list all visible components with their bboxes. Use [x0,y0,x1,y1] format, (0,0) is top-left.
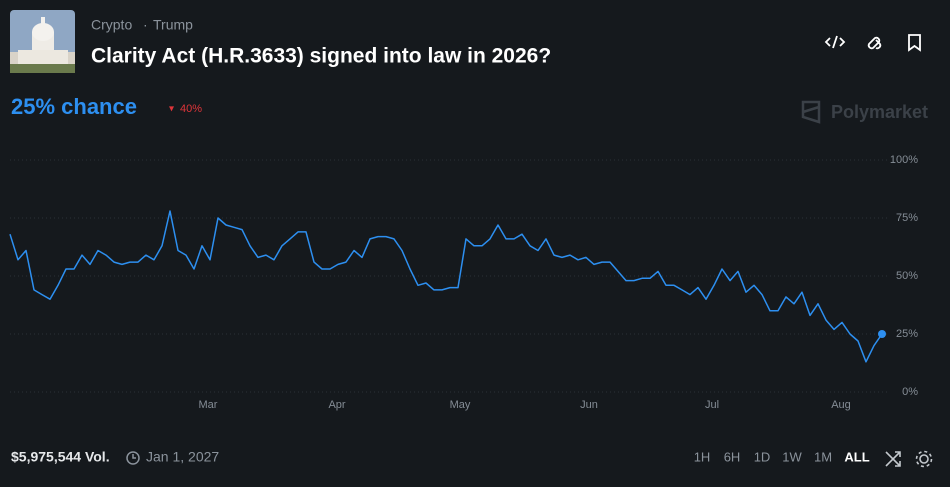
x-tick-label: Jul [705,399,719,411]
link-icon[interactable] [867,36,882,50]
chance: 25% chance [11,94,137,119]
bookmark-icon[interactable] [908,34,921,52]
x-tick-label: May [450,399,471,411]
embed-icon[interactable] [824,35,846,49]
separator: · [143,17,148,33]
category[interactable]: Crypto [91,17,132,33]
market-title: Clarity Act (H.R.3633) signed into law i… [91,45,551,68]
y-tick-label: 100% [890,154,918,166]
last-point [878,330,886,338]
price-line [9,210,883,363]
end-date: Jan 1, 2027 [146,449,219,465]
change-icon: ▾ [169,104,174,115]
range-button[interactable]: 1M [814,449,832,464]
brand: Polymarket [831,102,928,122]
y-tick-label: 75% [896,212,918,224]
shuffle-icon[interactable] [885,451,901,467]
header-icons [824,34,921,52]
footer-icons [885,450,933,468]
y-tick-label: 25% [896,328,918,340]
thumbnail[interactable] [10,10,75,73]
clock-icon [126,451,140,465]
x-tick-label: Jun [580,399,598,411]
range-selector: 1H 6H 1D 1W 1M ALL [694,449,870,464]
y-tick-label: 0% [902,386,918,398]
x-tick-label: Aug [831,399,851,411]
range-button[interactable]: 1D [754,449,771,464]
tag[interactable]: Trump [153,17,193,33]
change: 40% [180,103,202,115]
volume: $5,975,544 Vol. [11,449,110,465]
settings-icon[interactable] [919,454,929,464]
plot: 0% 25% 50% 75% 100% Mar Apr May Jun Jul Aug [9,154,918,411]
brand-logo [801,100,821,124]
range-button[interactable]: ALL [844,449,869,464]
x-tick-label: Mar [199,399,218,411]
range-button[interactable]: 1W [782,449,802,464]
y-tick-label: 50% [896,270,918,282]
range-button[interactable]: 1H [694,449,711,464]
range-button[interactable]: 6H [724,449,741,464]
x-tick-label: Apr [328,399,345,411]
